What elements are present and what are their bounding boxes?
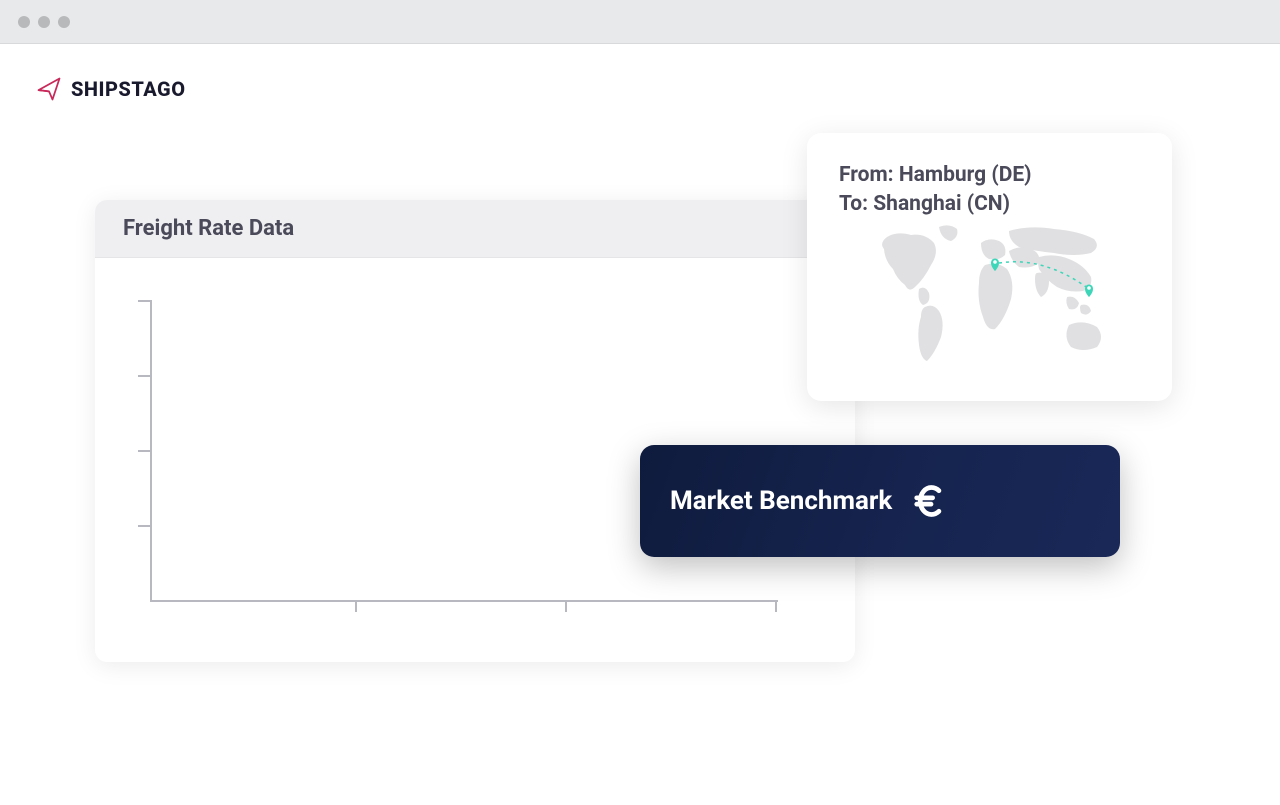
x-axis [150,600,778,602]
x-tick [775,600,777,612]
x-tick [565,600,567,612]
browser-chrome [0,0,1280,44]
euro-icon [912,482,950,520]
route-from-label: From: [839,163,894,187]
freight-card-title: Freight Rate Data [123,216,827,241]
window-dot-icon [38,16,50,28]
brand-logo[interactable]: SHIPSTAGO [35,75,186,103]
y-tick [138,375,150,377]
route-from-value: Hamburg (DE) [899,163,1032,187]
route-to-label: To: [839,192,868,216]
brand-name: SHIPSTAGO [71,77,186,101]
y-tick [138,300,150,302]
y-tick [138,450,150,452]
y-tick [138,525,150,527]
market-benchmark-card[interactable]: Market Benchmark [640,445,1120,557]
route-to: To: Shanghai (CN) [839,190,1140,219]
y-axis [150,300,152,602]
route-card: From: Hamburg (DE) To: Shanghai (CN) [807,133,1172,401]
freight-card-header: Freight Rate Data [95,200,855,258]
window-dot-icon [18,16,30,28]
destination-pin-icon [1085,285,1093,298]
route-from: From: Hamburg (DE) [839,161,1140,190]
route-to-value: Shanghai (CN) [873,192,1010,216]
world-map-icon [869,221,1119,371]
world-map [869,221,1119,371]
x-tick [355,600,357,612]
window-dot-icon [58,16,70,28]
paper-plane-icon [35,75,63,103]
freight-rate-card: Freight Rate Data [95,200,855,662]
benchmark-title: Market Benchmark [670,486,892,516]
